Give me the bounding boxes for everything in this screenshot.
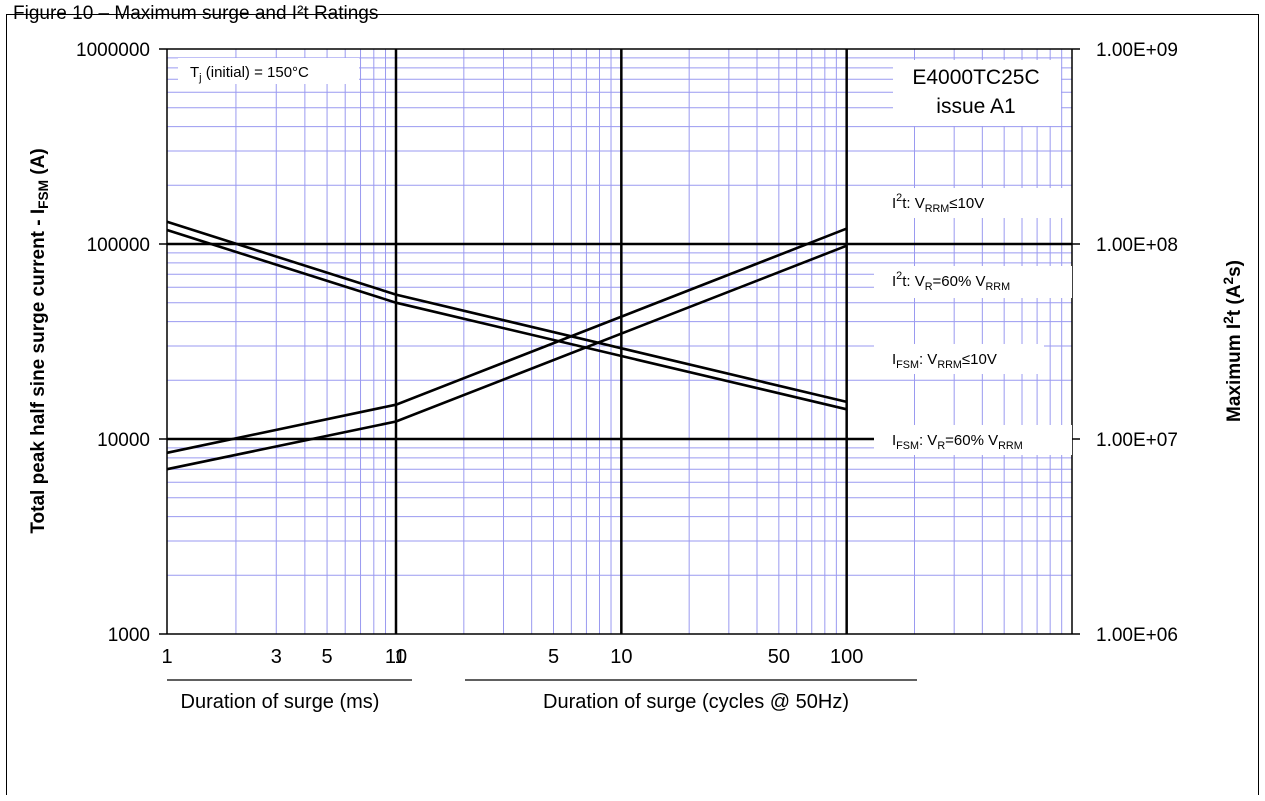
text-layer: 1000000 100000 10000 1000 1.00E+09 1.00E+08 1.… xyxy=(28,40,1245,713)
series-label-box-0 xyxy=(874,188,1064,218)
series-label-1: I2t: VR=60% VRRM xyxy=(892,270,1010,293)
series-layer xyxy=(166,220,848,471)
y-left-tick-label: 1000 xyxy=(108,625,150,646)
series-label-2: IFSM: VRRM≤10V xyxy=(892,351,997,371)
major-grid xyxy=(159,48,1080,635)
issue-label: issue A1 xyxy=(936,95,1015,118)
y-left-tick-label: 1000000 xyxy=(76,40,150,61)
series-label-0: I2t: VRRM≤10V xyxy=(892,192,984,215)
series-line-3 xyxy=(166,228,847,411)
y-left-tick-label: 10000 xyxy=(97,430,150,451)
x-tick-label: 1 xyxy=(161,646,172,668)
x-axis-label-cycles: Duration of surge (cycles @ 50Hz) xyxy=(543,691,849,713)
part-box xyxy=(893,60,1061,126)
y-right-tick-label: 1.00E+06 xyxy=(1096,625,1178,646)
series-line-0 xyxy=(166,227,848,455)
minor-grid xyxy=(167,49,1072,634)
y-right-tick-label: 1.00E+08 xyxy=(1096,235,1178,256)
x-tick-label: 10 xyxy=(385,646,407,668)
y-left-tick-label: 100000 xyxy=(87,235,150,256)
y-right-tick-label: 1.00E+07 xyxy=(1096,430,1178,451)
part-number: E4000TC25C xyxy=(912,66,1039,89)
x-axis-label-ms: Duration of surge (ms) xyxy=(181,691,380,713)
series-label-box-3 xyxy=(874,425,1072,455)
x-tick-label: 1 xyxy=(394,646,405,668)
series-label-box-1 xyxy=(874,266,1072,298)
x-tick-label: 50 xyxy=(768,646,790,668)
x-tick-label: 3 xyxy=(271,646,282,668)
y-axis-label-left: Total peak half sine surge current - IFS… xyxy=(28,148,51,533)
y-right-tick-label: 1.00E+09 xyxy=(1096,40,1178,61)
x-tick-label: 10 xyxy=(610,646,632,668)
tj-annotation: Tj (initial) = 150°C xyxy=(190,64,309,84)
y-axis-label-right: Maximum I2t (A2s) xyxy=(1221,260,1245,422)
tj-box xyxy=(178,58,359,84)
x-tick-label: 5 xyxy=(322,646,333,668)
series-label-3: IFSM: VR=60% VRRM xyxy=(892,432,1023,452)
x-tick-label: 100 xyxy=(830,646,863,668)
series-line-2 xyxy=(166,220,848,404)
figure-frame: Figure 10 – Maximum surge and I²t Rating… xyxy=(6,3,1259,795)
x-tick-label: 5 xyxy=(548,646,559,668)
series-line-1 xyxy=(166,244,848,471)
series-label-box-2 xyxy=(874,344,1044,374)
figure-caption: Figure 10 – Maximum surge and I²t Rating… xyxy=(13,3,379,24)
